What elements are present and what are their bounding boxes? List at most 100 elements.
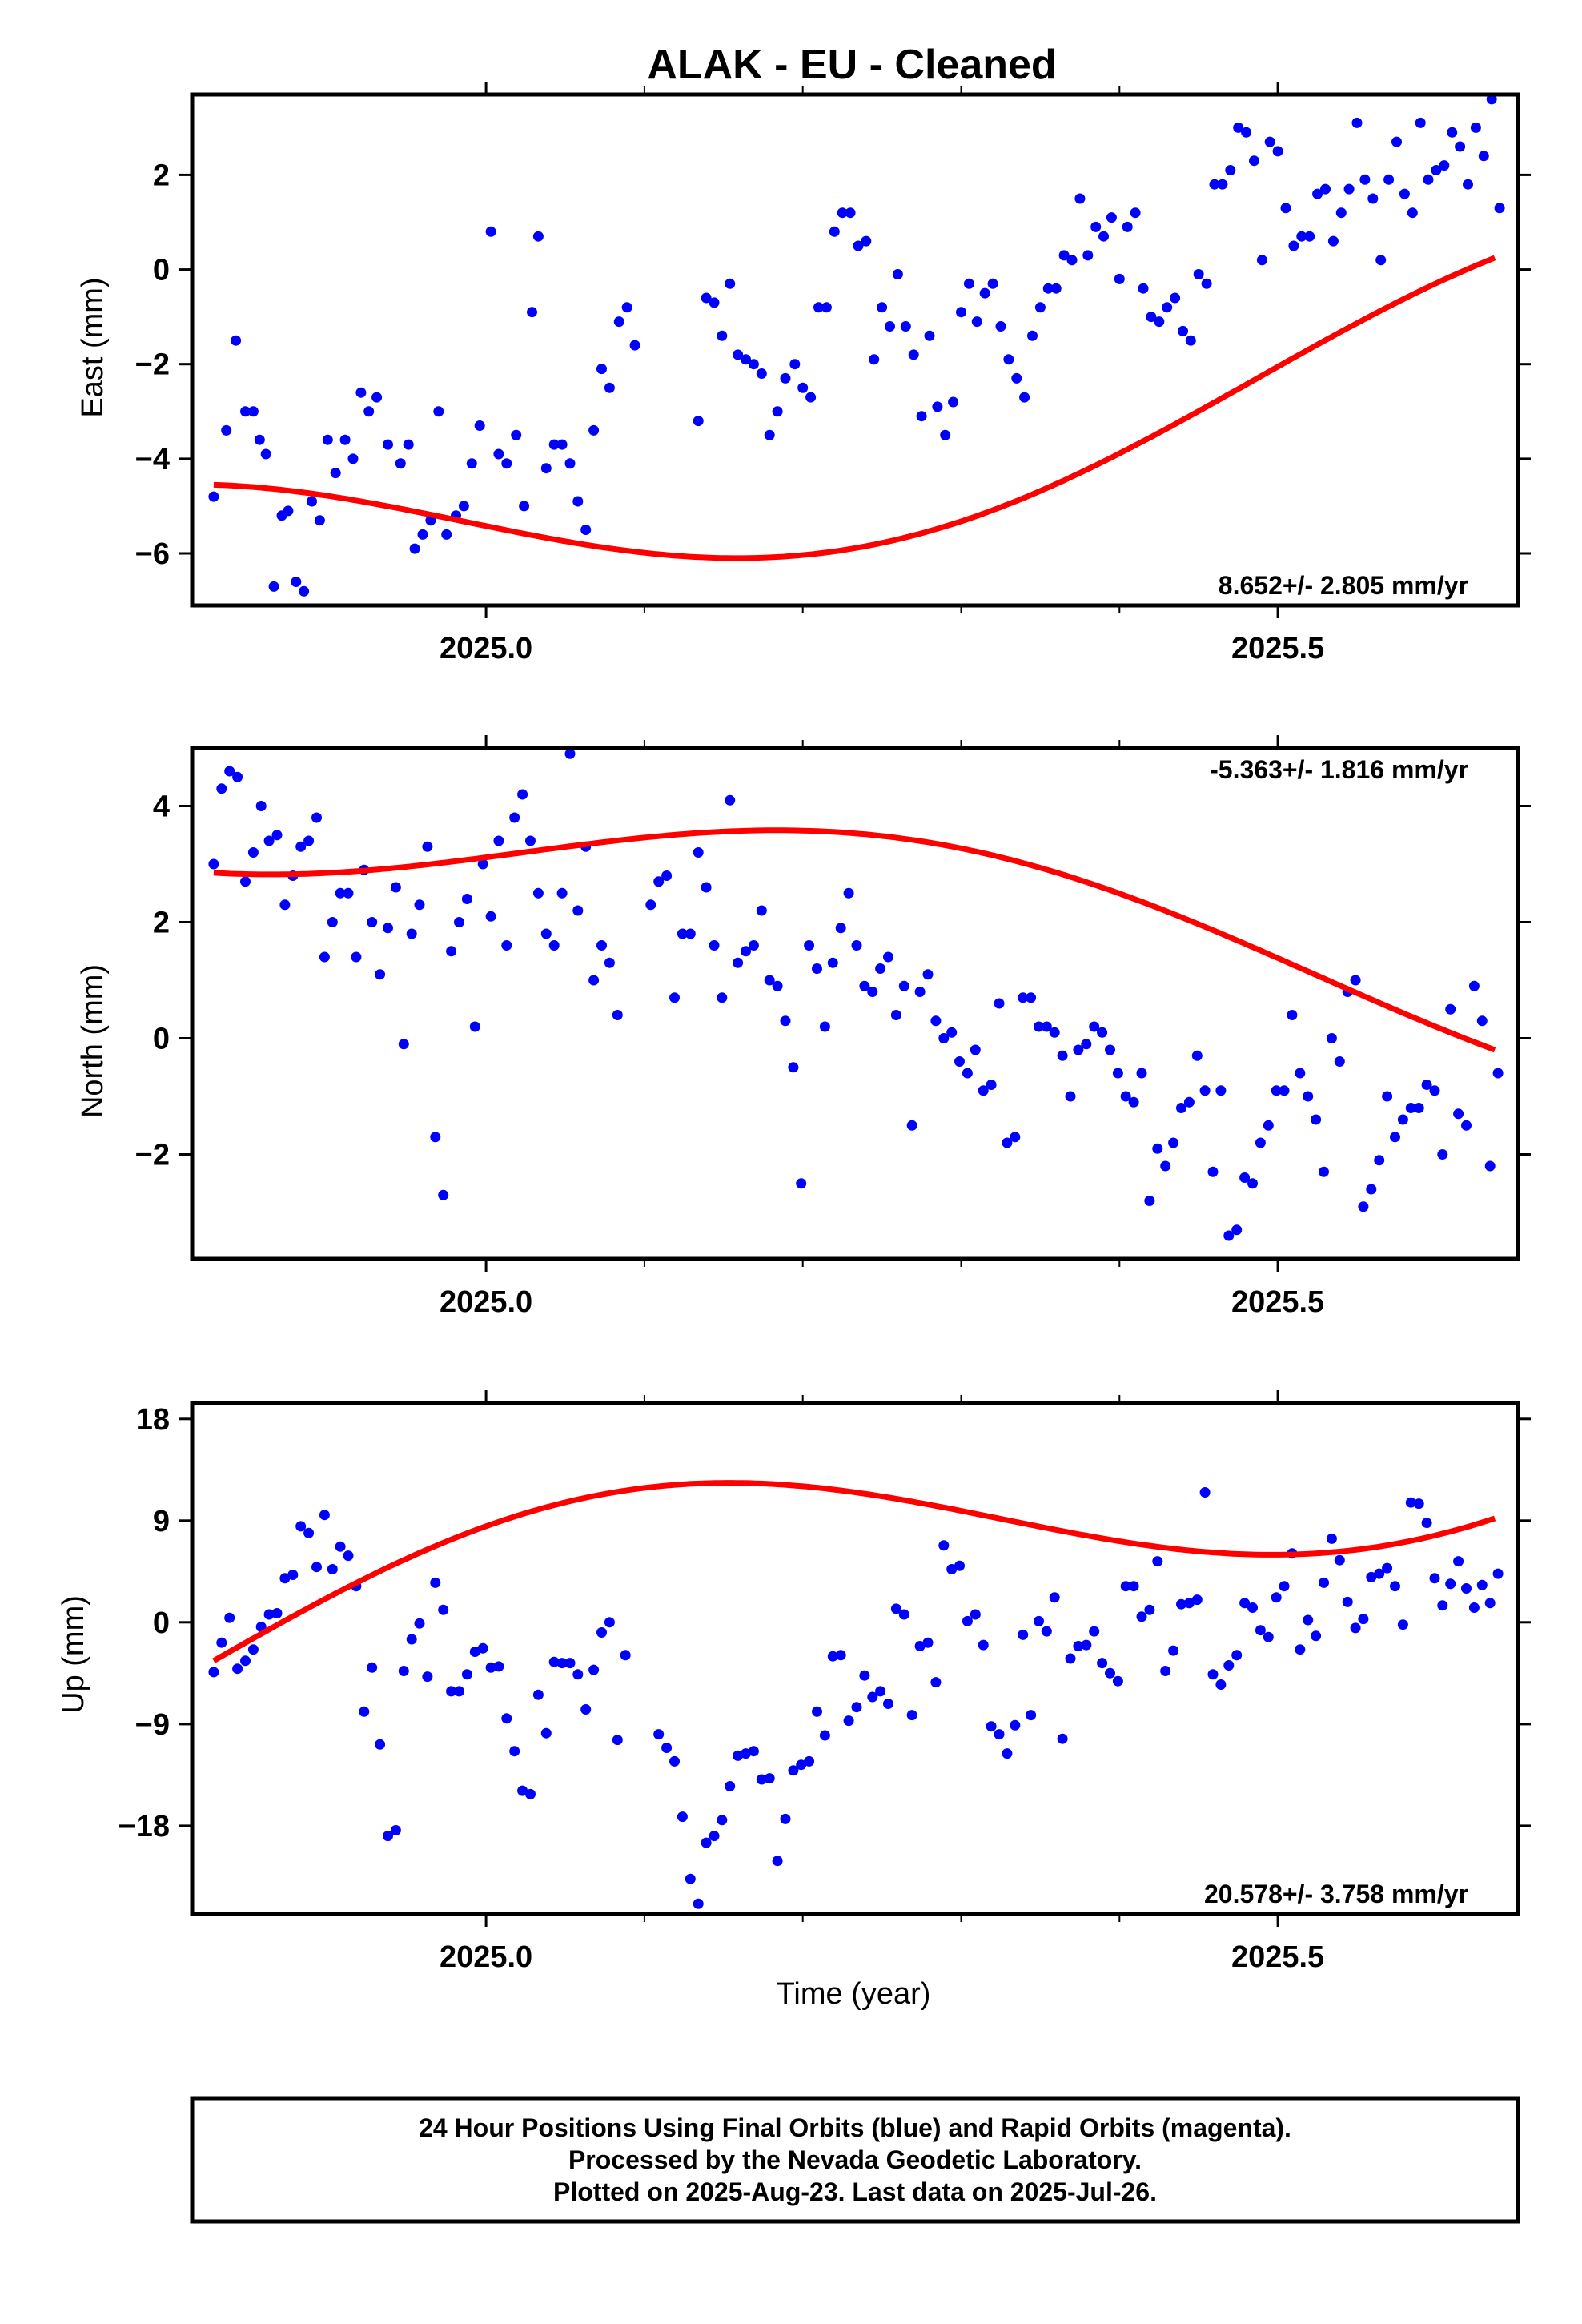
data-point (1112, 1675, 1123, 1687)
y-tick-label: −4 (135, 443, 170, 476)
panel-north-frame: 2025.0 2025.5 −2 0 2 4 (135, 735, 1531, 1319)
data-point (556, 439, 568, 450)
data-point (1320, 183, 1331, 195)
data-point (900, 321, 911, 332)
data-point (1152, 1556, 1163, 1567)
data-point (890, 1603, 901, 1614)
data-point (1429, 1573, 1440, 1584)
data-point (1382, 1091, 1393, 1102)
data-point (322, 434, 333, 445)
data-point (1066, 255, 1078, 266)
data-point (556, 887, 568, 899)
data-point (1170, 292, 1181, 304)
data-point (430, 1577, 441, 1588)
data-point (604, 1617, 615, 1628)
data-point (789, 359, 801, 370)
data-point (295, 841, 307, 852)
data-point (1351, 117, 1363, 128)
panel-east-marks (190, 92, 1520, 608)
data-point (433, 406, 444, 417)
data-point (556, 1658, 568, 1669)
data-point (1185, 335, 1196, 346)
data-point (247, 406, 259, 417)
data-point (1399, 188, 1410, 199)
data-point (613, 316, 624, 328)
data-point (1097, 1027, 1108, 1038)
data-point (1476, 1579, 1488, 1590)
data-point (813, 302, 824, 313)
data-point (725, 1781, 736, 1791)
data-point (748, 940, 759, 951)
data-point (580, 1704, 592, 1715)
data-point (978, 1639, 989, 1651)
data-point (908, 349, 919, 360)
data-point (906, 1710, 917, 1721)
data-point (1271, 1592, 1282, 1603)
east-axis-label: East (mm) (76, 277, 110, 417)
data-point (1217, 179, 1228, 190)
x-axis-label: Time (year) (777, 1977, 931, 2011)
data-point (1176, 1103, 1186, 1113)
data-point (693, 416, 704, 427)
data-point (263, 1609, 275, 1620)
data-point (1358, 1201, 1369, 1212)
y-tick-label: 0 (153, 1606, 170, 1640)
data-point (837, 207, 848, 219)
east-rate-label: 8.652+/- 2.805 mm/yr (1219, 571, 1468, 600)
data-point (819, 1730, 830, 1741)
data-point (1215, 1085, 1227, 1096)
data-point (1160, 1160, 1171, 1172)
data-point (835, 923, 846, 934)
data-point (1255, 1137, 1266, 1148)
data-point (604, 957, 615, 968)
data-point (1342, 1596, 1353, 1607)
data-point (948, 396, 959, 408)
data-point (612, 1735, 623, 1746)
data-point (525, 1788, 536, 1799)
data-point (1057, 1733, 1068, 1744)
data-point (1002, 1748, 1013, 1759)
y-tick-label: −9 (135, 1708, 170, 1742)
data-point (867, 987, 878, 997)
data-point (1241, 127, 1252, 138)
data-point (1486, 94, 1497, 105)
data-point (653, 1729, 665, 1740)
data-point (263, 835, 275, 846)
data-point (347, 453, 359, 464)
data-point (1199, 1487, 1211, 1498)
data-point (701, 1837, 712, 1848)
data-point (875, 963, 886, 974)
data-point (474, 420, 485, 431)
data-point (1492, 1068, 1504, 1079)
data-point (890, 1010, 901, 1020)
data-point (970, 1609, 981, 1620)
data-point (268, 581, 279, 592)
data-point (1130, 207, 1141, 219)
data-point (1128, 1581, 1139, 1592)
data-point (1413, 1498, 1424, 1510)
data-point (963, 278, 974, 289)
data-point (1484, 1598, 1496, 1609)
data-point (221, 424, 232, 436)
trend-line (213, 255, 1496, 561)
data-point (1057, 1050, 1068, 1061)
data-point (1128, 1096, 1139, 1108)
data-point (1239, 1172, 1251, 1183)
data-point (1011, 372, 1022, 384)
panel-east: 2025.0 2025.5 −6 −4 −2 0 2 East (mm) 8.652+/- … (76, 82, 1531, 665)
data-point (1082, 250, 1094, 261)
data-point (1207, 1166, 1219, 1177)
data-point (390, 1825, 401, 1835)
data-point (564, 458, 576, 469)
data-point (422, 1671, 433, 1683)
up-axis-label: Up (mm) (57, 1595, 90, 1714)
data-point (1415, 117, 1426, 128)
data-point (780, 1813, 791, 1824)
data-point (414, 899, 425, 911)
data-point (406, 1634, 417, 1645)
panel-east-frame: 2025.0 2025.5 −6 −4 −2 0 2 (135, 82, 1531, 665)
data-point (940, 429, 951, 440)
data-point (1034, 302, 1046, 313)
data-point (1193, 269, 1204, 279)
data-point (780, 1015, 791, 1027)
